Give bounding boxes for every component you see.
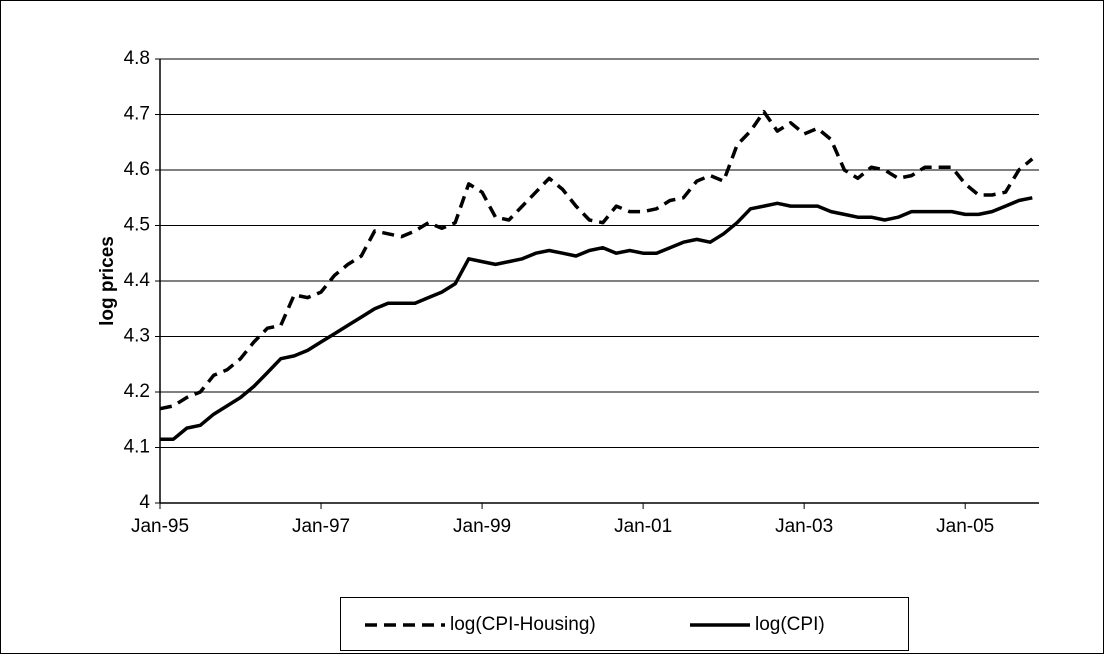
x-tick-label: Jan-03 xyxy=(775,516,833,537)
x-tick-label: Jan-97 xyxy=(292,516,350,537)
y-tick-label: 4.3 xyxy=(124,326,150,347)
x-tick-label: Jan-05 xyxy=(936,516,994,537)
y-tick-label: 4.7 xyxy=(124,104,150,125)
series-line xyxy=(159,109,1034,411)
y-axis-label: log prices xyxy=(97,236,118,326)
y-tick-label: 4.4 xyxy=(124,270,151,291)
legend-box xyxy=(340,597,909,651)
legend-label: log(CPI) xyxy=(755,614,825,635)
series-line xyxy=(160,196,1033,441)
y-tick-label: 4.2 xyxy=(124,381,150,402)
x-tick-label: Jan-95 xyxy=(131,516,189,537)
x-tick-label: Jan-99 xyxy=(453,516,511,537)
y-tick-label: 4.5 xyxy=(124,215,150,236)
y-tick-label: 4.6 xyxy=(124,159,150,180)
legend-label: log(CPI-Housing) xyxy=(450,614,596,635)
x-tick-label: Jan-01 xyxy=(614,516,672,537)
y-tick-label: 4.1 xyxy=(124,437,150,458)
y-tick-label: 4 xyxy=(139,492,150,513)
y-tick-label: 4.8 xyxy=(124,48,150,69)
